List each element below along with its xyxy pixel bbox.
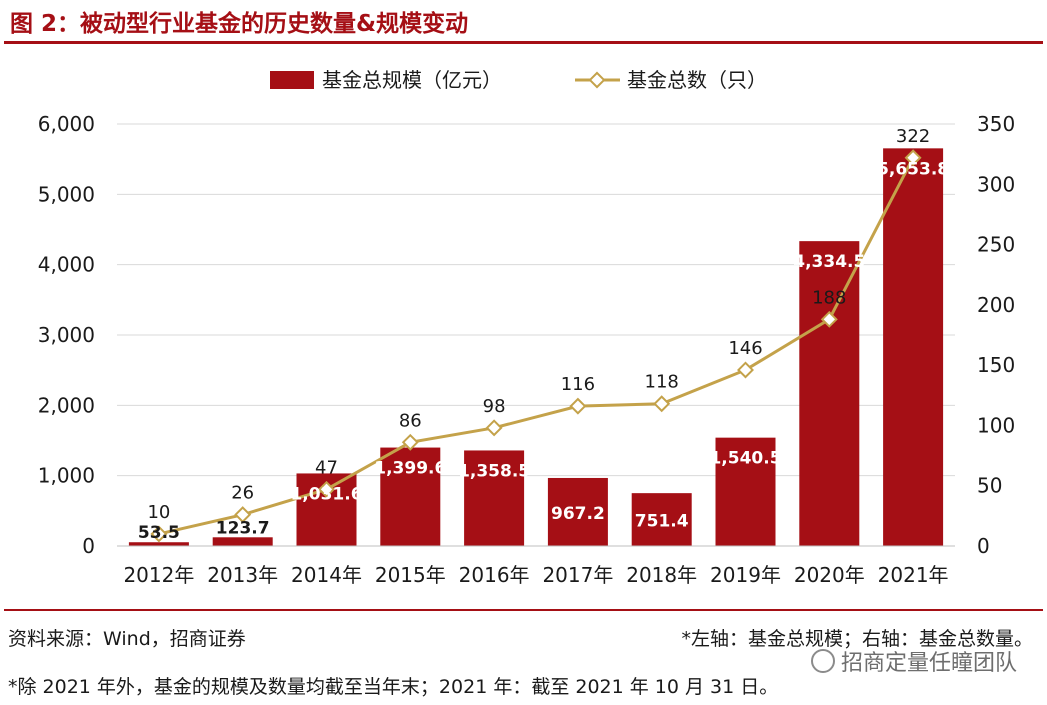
x-tick-label: 2013年	[207, 563, 278, 587]
line-path	[158, 157, 915, 536]
line-series	[150, 149, 922, 543]
bar	[464, 450, 525, 546]
line-marker	[653, 395, 671, 413]
source-note: 资料来源：Wind，招商证券	[8, 628, 246, 650]
y-left-tick-label: 3,000	[38, 323, 95, 347]
line-value-label: 116	[561, 374, 595, 395]
wechat-icon	[810, 649, 835, 673]
bar	[631, 493, 692, 546]
bar	[799, 241, 860, 546]
legend-line-marker	[588, 71, 606, 89]
y-left-tick-label: 6,000	[38, 112, 95, 136]
combo-chart: 53.5 123.7 1,031.6 1,399.6 1,358.5 967.2 751.4…	[38, 68, 1015, 587]
bar-value-label: 53.5	[138, 523, 180, 543]
x-tick-label: 2014年	[291, 563, 362, 587]
x-tick-label: 2012年	[123, 563, 194, 587]
line-marker	[820, 310, 838, 328]
line-value-label: 86	[399, 410, 422, 431]
line-value-label: 322	[896, 126, 930, 147]
bar	[715, 437, 776, 546]
y-left-tick-label: 5,000	[38, 182, 95, 206]
y-right-tick-label: 100	[977, 413, 1015, 437]
bar-value-label: 967.2	[551, 504, 605, 524]
line-marker	[318, 480, 335, 498]
y-right-tick-label: 200	[977, 293, 1015, 317]
x-tick-label: 2018年	[626, 563, 697, 587]
bar-value-label: 1,399.6	[374, 459, 446, 479]
line-value-label: 118	[645, 372, 679, 393]
bar	[212, 537, 273, 546]
axis-note: *左轴：基金总规模；右轴：基金总数量。	[681, 628, 1033, 650]
watermark-text: 招商定量任瞳团队	[840, 651, 1017, 676]
bar-value-label: 1,540.5	[709, 449, 781, 469]
line-value-label: 146	[728, 338, 762, 359]
bar-value-label: 1,031.6	[290, 484, 362, 504]
line-value-label: 98	[483, 396, 506, 417]
line-value-label: 188	[812, 287, 846, 308]
x-tick-label: 2016年	[459, 563, 530, 587]
y-right-tick-label: 250	[977, 233, 1015, 257]
line-value-label: 10	[147, 502, 170, 523]
line-marker	[150, 525, 168, 543]
bar	[883, 148, 944, 546]
data-labels: 53.5 123.7 1,031.6 1,399.6 1,358.5 967.2 751.4…	[138, 126, 949, 543]
x-tick-label: 2019年	[710, 563, 781, 587]
x-tick-label: 2021年	[878, 563, 949, 587]
title-divider	[4, 41, 1043, 44]
bar-value-label: 5,653.8	[877, 159, 949, 179]
x-tick-label: 2015年	[375, 563, 446, 587]
legend-bar-label: 基金总规模（亿元）	[322, 68, 502, 92]
x-tick-label: 2017年	[542, 563, 613, 587]
line-marker	[234, 506, 252, 524]
line-marker	[737, 361, 754, 379]
y-left-tick-label: 1,000	[38, 464, 95, 488]
y-right-tick-label: 150	[977, 353, 1015, 377]
axes: 0 1,000 2,000 3,000 4,000 5,000 6,000 0 50 100 150…	[38, 112, 1015, 587]
bar	[547, 477, 608, 546]
legend-bar-swatch	[270, 71, 314, 89]
y-right-tick-label: 50	[977, 474, 1002, 498]
x-tick-label: 2020年	[794, 563, 865, 587]
bars	[128, 148, 944, 546]
line-value-label: 47	[315, 457, 338, 478]
date-note: *除 2021 年外，基金的规模及数量均截至当年末；2021 年：截至 2021…	[8, 676, 779, 698]
y-left-tick-label: 0	[82, 534, 95, 558]
bar-value-label: 123.7	[216, 518, 270, 538]
page-title: 图 2：被动型行业基金的历史数量&规模变动	[10, 11, 469, 37]
footer-divider	[4, 609, 1043, 611]
bar-value-label: 1,358.5	[458, 461, 530, 481]
line-marker	[401, 433, 419, 451]
bar-value-label: 751.4	[635, 512, 689, 532]
bar	[380, 447, 441, 546]
y-right-tick-label: 0	[977, 534, 990, 558]
bar	[128, 542, 189, 546]
bar-value-label: 4,334.5	[793, 252, 865, 272]
line-marker	[569, 397, 587, 415]
legend: 基金总规模（亿元） 基金总数（只）	[270, 68, 767, 92]
y-right-tick-label: 350	[977, 112, 1015, 136]
line-value-label: 26	[231, 483, 254, 504]
y-right-tick-label: 300	[977, 172, 1015, 196]
y-left-tick-label: 4,000	[38, 253, 95, 277]
line-marker	[904, 149, 922, 167]
watermark: 招商定量任瞳团队	[810, 645, 1017, 677]
legend-line-label: 基金总数（只）	[627, 68, 767, 92]
y-left-tick-label: 2,000	[38, 393, 95, 417]
line-marker	[485, 419, 503, 437]
